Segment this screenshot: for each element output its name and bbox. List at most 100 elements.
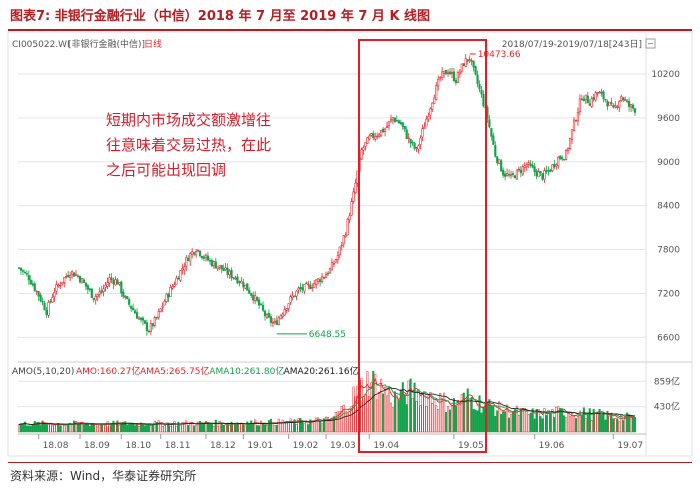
- volume-bar: [547, 409, 550, 433]
- volume-bar: [633, 416, 637, 433]
- candle-body: [189, 253, 192, 262]
- candle-body: [368, 135, 371, 140]
- volume-bar: [614, 418, 617, 433]
- annotation-line: 往意味着交易过热，在此: [106, 136, 271, 154]
- volume-bar: [535, 409, 538, 433]
- volume-bar: [456, 399, 459, 433]
- volume-bar: [108, 425, 111, 433]
- candle-body: [360, 149, 363, 160]
- volume-bar: [578, 410, 581, 433]
- volume-bar: [342, 404, 345, 433]
- volume-bar: [21, 423, 24, 433]
- volume-bar: [555, 406, 558, 433]
- candle-body: [283, 309, 286, 316]
- candle-body: [568, 137, 572, 149]
- candle-body: [354, 182, 357, 194]
- volume-bar: [86, 423, 89, 433]
- candle-body: [299, 287, 302, 289]
- chart-settings-icon[interactable]: [645, 38, 656, 49]
- candle-body: [498, 159, 501, 164]
- volume-bar: [51, 425, 54, 433]
- candle-body: [378, 134, 381, 138]
- candle-body: [177, 277, 180, 280]
- volume-bar: [567, 413, 570, 433]
- candle-body: [336, 255, 339, 261]
- candle-body: [382, 128, 385, 133]
- candle-body: [458, 71, 461, 75]
- volume-bar: [323, 418, 326, 433]
- volume-bar: [177, 421, 180, 433]
- candle-body: [543, 170, 546, 180]
- volume-bar: [307, 424, 310, 433]
- volume-legend-item: AMA20:261.16亿: [284, 365, 359, 377]
- volume-bar: [94, 424, 97, 433]
- volume-bar: [208, 423, 211, 433]
- candle-body: [628, 101, 631, 107]
- volume-bar: [183, 422, 186, 433]
- candle-body: [307, 283, 310, 286]
- candle-body: [51, 297, 54, 303]
- volume-bar: [374, 373, 377, 433]
- volume-bar: [197, 421, 200, 433]
- candle-body: [437, 78, 440, 87]
- volume-bar: [523, 408, 526, 433]
- candle-body: [523, 165, 526, 168]
- volume-bar: [228, 424, 231, 433]
- candle-body: [405, 129, 408, 139]
- candle-body: [397, 120, 400, 124]
- volume-bar: [240, 422, 243, 433]
- candle-body: [33, 283, 36, 291]
- price-extreme-labels: 6648.55 10473.66: [276, 50, 521, 340]
- candle-body: [69, 275, 72, 279]
- price-tick-label: 9000: [657, 158, 680, 168]
- volume-grid: [18, 380, 646, 408]
- volume-bar: [382, 393, 385, 433]
- volume-bar: [193, 425, 196, 433]
- candle-body: [287, 303, 290, 309]
- volume-bar: [220, 422, 223, 433]
- candle-body: [391, 117, 395, 121]
- volume-bar: [265, 425, 269, 433]
- candle-body: [61, 281, 64, 285]
- chart-period: 日线: [144, 38, 162, 50]
- volume-bar: [200, 422, 204, 433]
- time-tick-label: 18.10: [125, 441, 151, 451]
- candle-body: [586, 95, 589, 104]
- caption-divider: [8, 29, 692, 31]
- volume-bar: [57, 423, 60, 433]
- volume-bar: [332, 416, 335, 433]
- volume-bar: [561, 408, 564, 433]
- candle-body: [423, 127, 426, 130]
- candle-body: [513, 175, 517, 179]
- time-tick-label: 19.05: [458, 441, 484, 451]
- volume-bar: [409, 378, 412, 433]
- candle-body: [476, 74, 479, 84]
- candle-body: [409, 138, 412, 144]
- candle-body: [261, 304, 265, 311]
- volume-bar: [439, 392, 442, 433]
- candle-body: [206, 255, 210, 261]
- volume-bar: [291, 421, 294, 433]
- volume-legend-item: AMA5:265.75亿: [140, 365, 209, 377]
- volume-bar: [23, 421, 26, 433]
- candle-body: [159, 308, 162, 312]
- volume-bar: [413, 382, 416, 433]
- candle-body: [96, 294, 99, 297]
- volume-bar: [405, 404, 408, 433]
- candle-body: [153, 317, 156, 326]
- candle-body: [444, 70, 448, 75]
- candle-body: [92, 298, 95, 300]
- volume-bar: [454, 405, 457, 433]
- volume-bar: [37, 421, 40, 433]
- volume-bar: [230, 421, 233, 433]
- candle-body: [395, 120, 398, 122]
- volume-bar: [273, 425, 276, 433]
- candle-body: [149, 323, 152, 332]
- volume-bar: [521, 407, 524, 433]
- candle-body: [533, 166, 536, 172]
- candle-body: [531, 165, 534, 168]
- volume-bar: [545, 414, 548, 433]
- volume-bar: [344, 410, 347, 433]
- candle-body: [598, 92, 601, 94]
- candle-body: [366, 137, 369, 144]
